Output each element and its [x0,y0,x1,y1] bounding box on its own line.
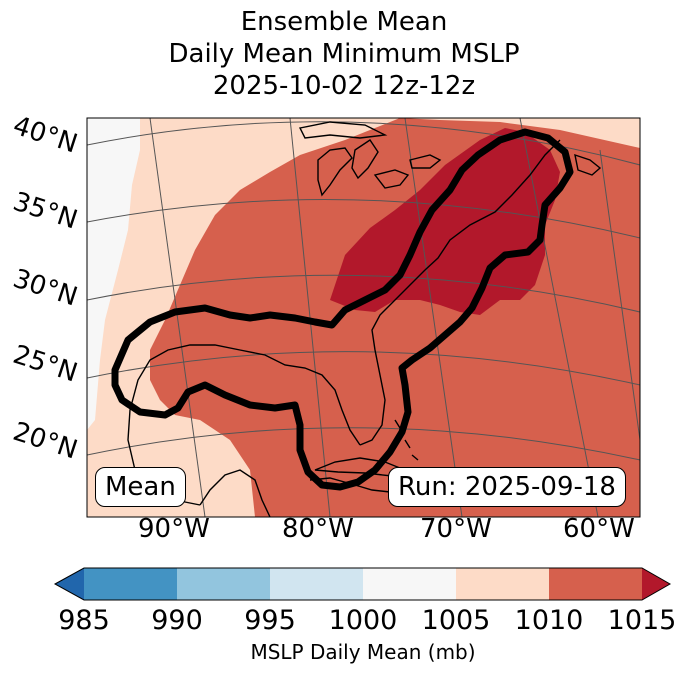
cbar-segment [84,568,178,600]
cbar-tick-1015: 1015 [607,605,677,636]
cbar-extend-high [642,568,670,600]
field-above-1015 [330,128,560,315]
cbar-tick-985: 985 [58,605,110,636]
cbar-tick-995: 995 [244,605,296,636]
lon-label-70w: 70°W [420,514,492,544]
title-line-2: Daily Mean Minimum MSLP [168,39,520,69]
cbar-tick-1000: 1000 [328,605,398,636]
mean-contour [111,128,574,491]
map-frame [86,117,641,518]
cbar-extend-low [55,568,84,600]
cbar-segment [363,568,457,600]
cbar-segment [177,568,271,600]
run-label-box: Run: 2025-09-18 [388,467,626,507]
field-1000-1005 [87,118,140,430]
cbar-tick-990: 990 [151,605,203,636]
lon-label-60w: 60°W [563,514,635,544]
coastlines [127,121,602,517]
lon-label-90w: 90°W [138,514,210,544]
cbar-segment [270,568,364,600]
mean-label-box: Mean [95,467,186,507]
title-line-1: Ensemble Mean [240,7,448,37]
cbar-segment [549,568,643,600]
title-line-3: 2025-10-02 12z-12z [212,71,476,101]
cbar-tick-1005: 1005 [421,605,491,636]
lon-label-80w: 80°W [282,514,354,544]
cbar-tick-1010: 1010 [514,605,584,636]
cbar-segment [456,568,550,600]
colorbar-label: MSLP Daily Mean (mb) [250,640,476,664]
